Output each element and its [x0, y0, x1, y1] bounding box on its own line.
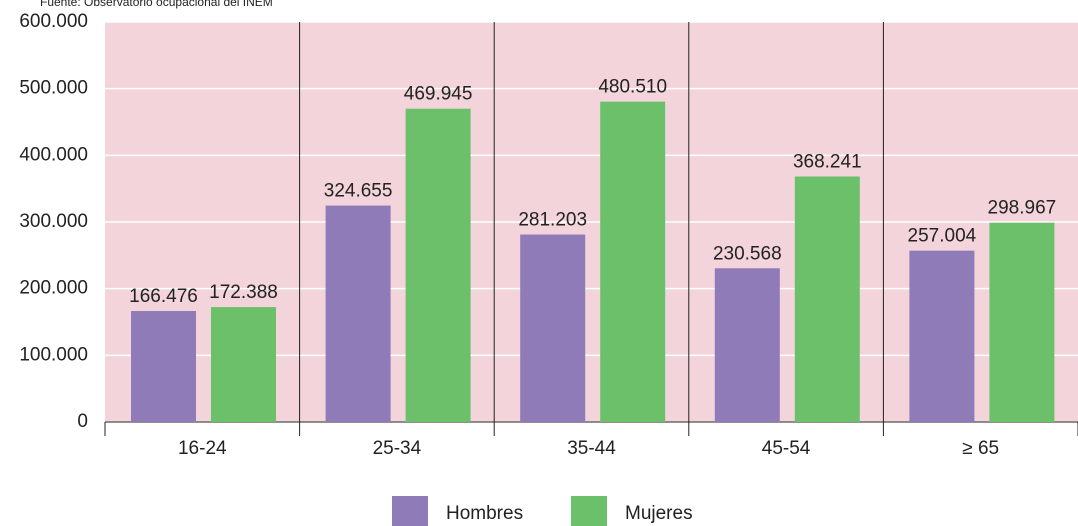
value-label: 230.568 [713, 243, 782, 264]
y-tick-label: 600.000 [19, 11, 88, 32]
y-tick-label: 300.000 [19, 211, 88, 232]
value-label: 480.510 [598, 77, 667, 98]
y-tick-label: 200.000 [19, 278, 88, 299]
bar [714, 268, 780, 422]
y-tick-label: 0 [77, 411, 88, 432]
bar [794, 176, 860, 422]
bar [405, 108, 471, 422]
bar [520, 234, 586, 422]
bar [131, 311, 196, 422]
value-label: 298.967 [988, 198, 1057, 219]
source: Fuente: Observatorio ocupacional del INE… [40, 0, 273, 9]
bar [600, 101, 666, 422]
x-tick-label: 25-34 [373, 438, 422, 459]
legend-swatch [392, 496, 428, 526]
value-label: 324.655 [324, 181, 393, 202]
bar [325, 205, 391, 422]
y-tick-label: 100.000 [19, 344, 88, 365]
y-tick-label: 400.000 [19, 144, 88, 165]
value-label: 281.203 [518, 210, 587, 231]
bar [211, 307, 276, 422]
x-tick-label: 16-24 [178, 438, 227, 459]
bar [989, 222, 1055, 422]
y-tick-label: 500.000 [19, 78, 88, 99]
legend-label: Mujeres [625, 503, 693, 524]
x-tick-label: ≥ 65 [962, 438, 999, 459]
x-tick-label: 35-44 [567, 438, 616, 459]
legend-swatch [571, 496, 607, 526]
value-label: 469.945 [404, 84, 473, 105]
value-label: 172.388 [209, 282, 278, 303]
legend-label: Hombres [446, 503, 523, 524]
value-label: 257.004 [908, 226, 977, 247]
value-label: 368.241 [793, 152, 862, 173]
bar [909, 250, 975, 422]
value-label: 166.476 [129, 286, 198, 307]
x-tick-label: 45-54 [762, 438, 811, 459]
